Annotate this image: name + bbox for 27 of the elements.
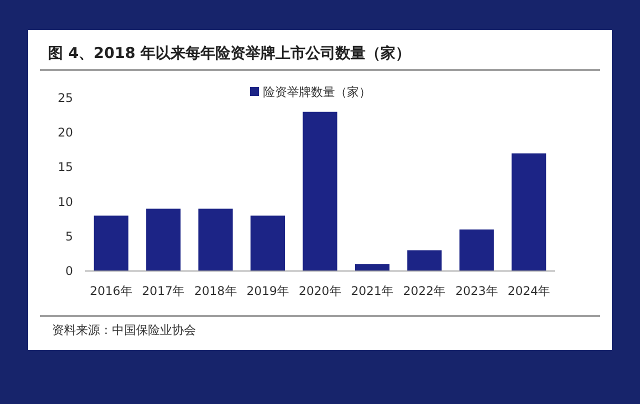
y-tick-label: 5 xyxy=(65,229,73,244)
x-tick-label: 2016年 xyxy=(90,284,132,298)
y-tick-label: 10 xyxy=(58,194,73,209)
x-tick-label: 2021年 xyxy=(350,284,394,298)
bar xyxy=(459,229,494,271)
x-tick-label: 2024年 xyxy=(508,284,550,298)
x-tick-label: 2022年 xyxy=(403,284,446,298)
text: 资料来源：中国保险业协会 xyxy=(52,323,196,337)
chart-title: 图 4、2018 年以来每年险资举牌上市公司数量（家） xyxy=(48,44,411,62)
bar xyxy=(198,208,233,271)
y-tick-label: 20 xyxy=(58,126,73,140)
x-tick-label: 2020年 xyxy=(298,284,342,298)
x-tick-label: 2017年 xyxy=(142,284,185,298)
y-tick-label: 25 xyxy=(58,91,73,105)
legend-label: 险资举牌数量（家） xyxy=(263,85,371,99)
bar xyxy=(250,216,286,271)
bar xyxy=(94,216,128,271)
y-tick-label: 15 xyxy=(58,160,73,174)
y-tick-label: 0 xyxy=(65,264,73,278)
bar xyxy=(407,250,442,271)
bar xyxy=(146,208,181,271)
bar xyxy=(354,264,390,271)
bar xyxy=(512,153,546,271)
x-tick-label: 2019年 xyxy=(246,284,290,298)
x-tick-label: 2023年 xyxy=(455,284,498,298)
x-tick-label: 2018年 xyxy=(194,284,237,298)
bar xyxy=(302,112,338,271)
